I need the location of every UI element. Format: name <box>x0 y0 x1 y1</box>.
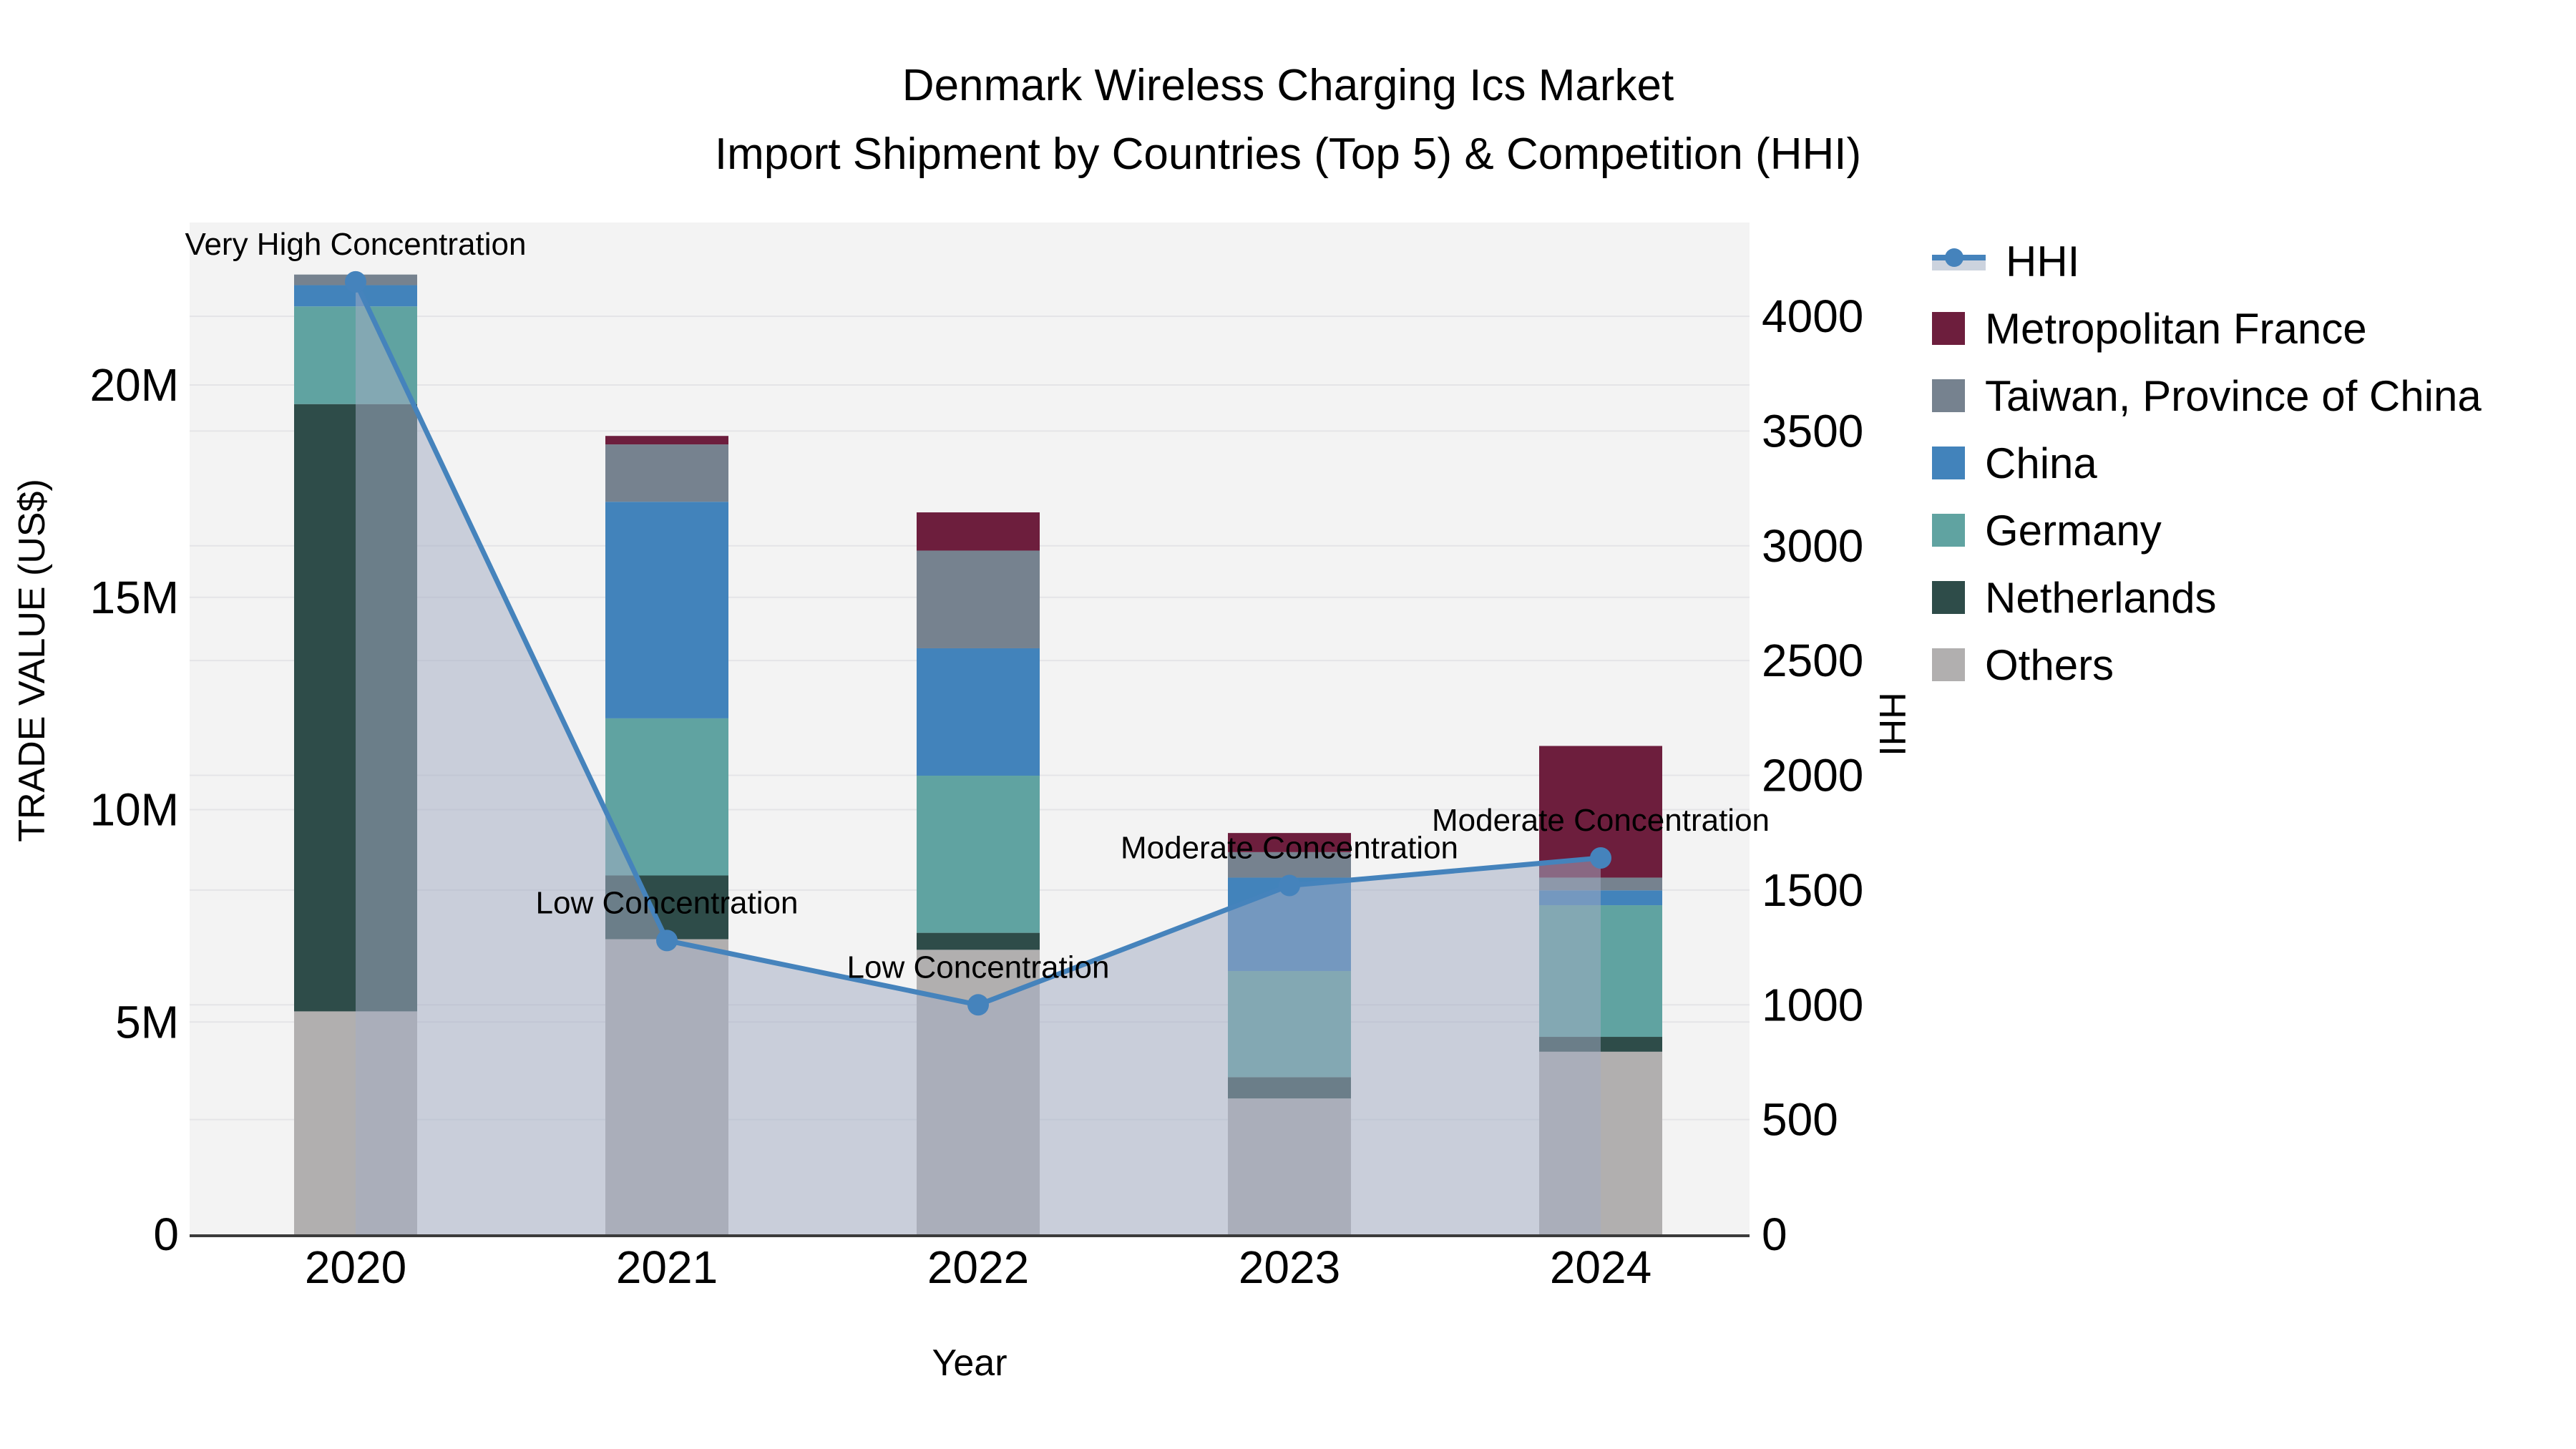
chart-title-line2: Import Shipment by Countries (Top 5) & C… <box>714 130 1862 179</box>
legend-label: Metropolitan France <box>1985 304 2367 353</box>
legend-item-taiwan-province-of-china: Taiwan, Province of China <box>1932 372 2482 420</box>
x-tick-label: 2021 <box>616 1241 718 1293</box>
legend-item-others: Others <box>1932 641 2482 689</box>
legend: HHI Metropolitan France Taiwan, Province o… <box>1932 237 2482 711</box>
y-tick-label-right: 3500 <box>1762 405 1863 457</box>
x-axis-title: Year <box>932 1342 1007 1384</box>
hhi-marker-swatch <box>1945 248 1963 267</box>
bar-segment-taiwan-province-of-china-2022 <box>917 550 1040 648</box>
bar-segment-germany-2022 <box>917 776 1040 933</box>
annotation-2021: Low Concentration <box>536 885 799 920</box>
y-axis-title-left: TRADE VALUE (US$) <box>11 479 53 842</box>
hhi-area-fill <box>356 281 1601 1234</box>
y-tick-label-right: 500 <box>1762 1094 1838 1146</box>
legend-item-germany: Germany <box>1932 506 2482 555</box>
y-tick-label-right: 4000 <box>1762 291 1863 342</box>
legend-label: Germany <box>1985 506 2162 555</box>
legend-swatch <box>1932 447 1965 479</box>
y-tick-label-right: 1500 <box>1762 864 1863 916</box>
y-tick-label-left: 20M <box>90 359 180 411</box>
legend-label: China <box>1985 439 2097 487</box>
legend-swatch <box>1932 312 1965 345</box>
legend-label: HHI <box>2006 237 2080 286</box>
y-tick-label-right: 1000 <box>1762 979 1863 1030</box>
chart-title: Denmark Wireless Charging Ics Market Imp… <box>0 52 2576 189</box>
bar-segment-metropolitan-france-2022 <box>917 512 1040 551</box>
y-tick-label-left: 10M <box>90 784 180 836</box>
annotation-2020: Very High Concentration <box>185 227 527 262</box>
hhi-marker-2023 <box>1279 874 1300 897</box>
y-tick-label-left: 0 <box>153 1209 179 1260</box>
y-tick-label-left: 5M <box>115 996 179 1048</box>
bar-segment-metropolitan-france-2023 <box>1228 833 1351 852</box>
y-tick-label-right: 2000 <box>1762 750 1863 801</box>
bar-segment-metropolitan-france-2021 <box>605 436 728 445</box>
legend-swatch <box>1932 379 1965 412</box>
bar-segment-netherlands-2022 <box>917 932 1040 950</box>
legend-item-metropolitan-france: Metropolitan France <box>1932 304 2482 353</box>
bar-segment-taiwan-province-of-china-2021 <box>605 444 728 502</box>
hhi-marker-2024 <box>1590 847 1611 869</box>
y-tick-label-right: 3000 <box>1762 520 1863 572</box>
annotation-2024: Moderate Concentration <box>1432 803 1770 838</box>
annotation-2022: Low Concentration <box>847 950 1110 985</box>
annotation-2023: Moderate Concentration <box>1121 831 1458 866</box>
legend-item-china: China <box>1932 439 2482 487</box>
hhi-marker-2021 <box>656 930 678 952</box>
y-tick-label-right: 2500 <box>1762 635 1863 686</box>
x-tick-label: 2023 <box>1239 1241 1340 1293</box>
y-axis-title-right: HHI <box>1871 692 1913 756</box>
x-tick-label: 2022 <box>927 1241 1029 1293</box>
hhi-marker-2020 <box>345 270 366 293</box>
legend-swatch <box>1932 581 1965 614</box>
hhi-marker-2022 <box>967 994 989 1016</box>
legend-label: Netherlands <box>1985 573 2217 622</box>
legend-label: Others <box>1985 640 2114 689</box>
legend-swatch <box>1932 514 1965 547</box>
chart-title-line1: Denmark Wireless Charging Ics Market <box>902 61 1674 110</box>
hhi-line-icon <box>1932 245 1986 278</box>
legend-item-netherlands: Netherlands <box>1932 574 2482 622</box>
bar-segment-china-2021 <box>605 502 728 718</box>
x-tick-label: 2024 <box>1550 1241 1652 1293</box>
y-tick-label-left: 15M <box>90 572 180 623</box>
bar-segment-taiwan-province-of-china-2023 <box>1228 852 1351 878</box>
legend-item-hhi: HHI <box>1932 237 2482 286</box>
x-tick-label: 2020 <box>305 1241 406 1293</box>
legend-label: Taiwan, Province of China <box>1985 371 2482 420</box>
legend-swatch <box>1932 648 1965 681</box>
y-tick-label-right: 0 <box>1762 1209 1787 1260</box>
bar-segment-china-2022 <box>917 648 1040 776</box>
